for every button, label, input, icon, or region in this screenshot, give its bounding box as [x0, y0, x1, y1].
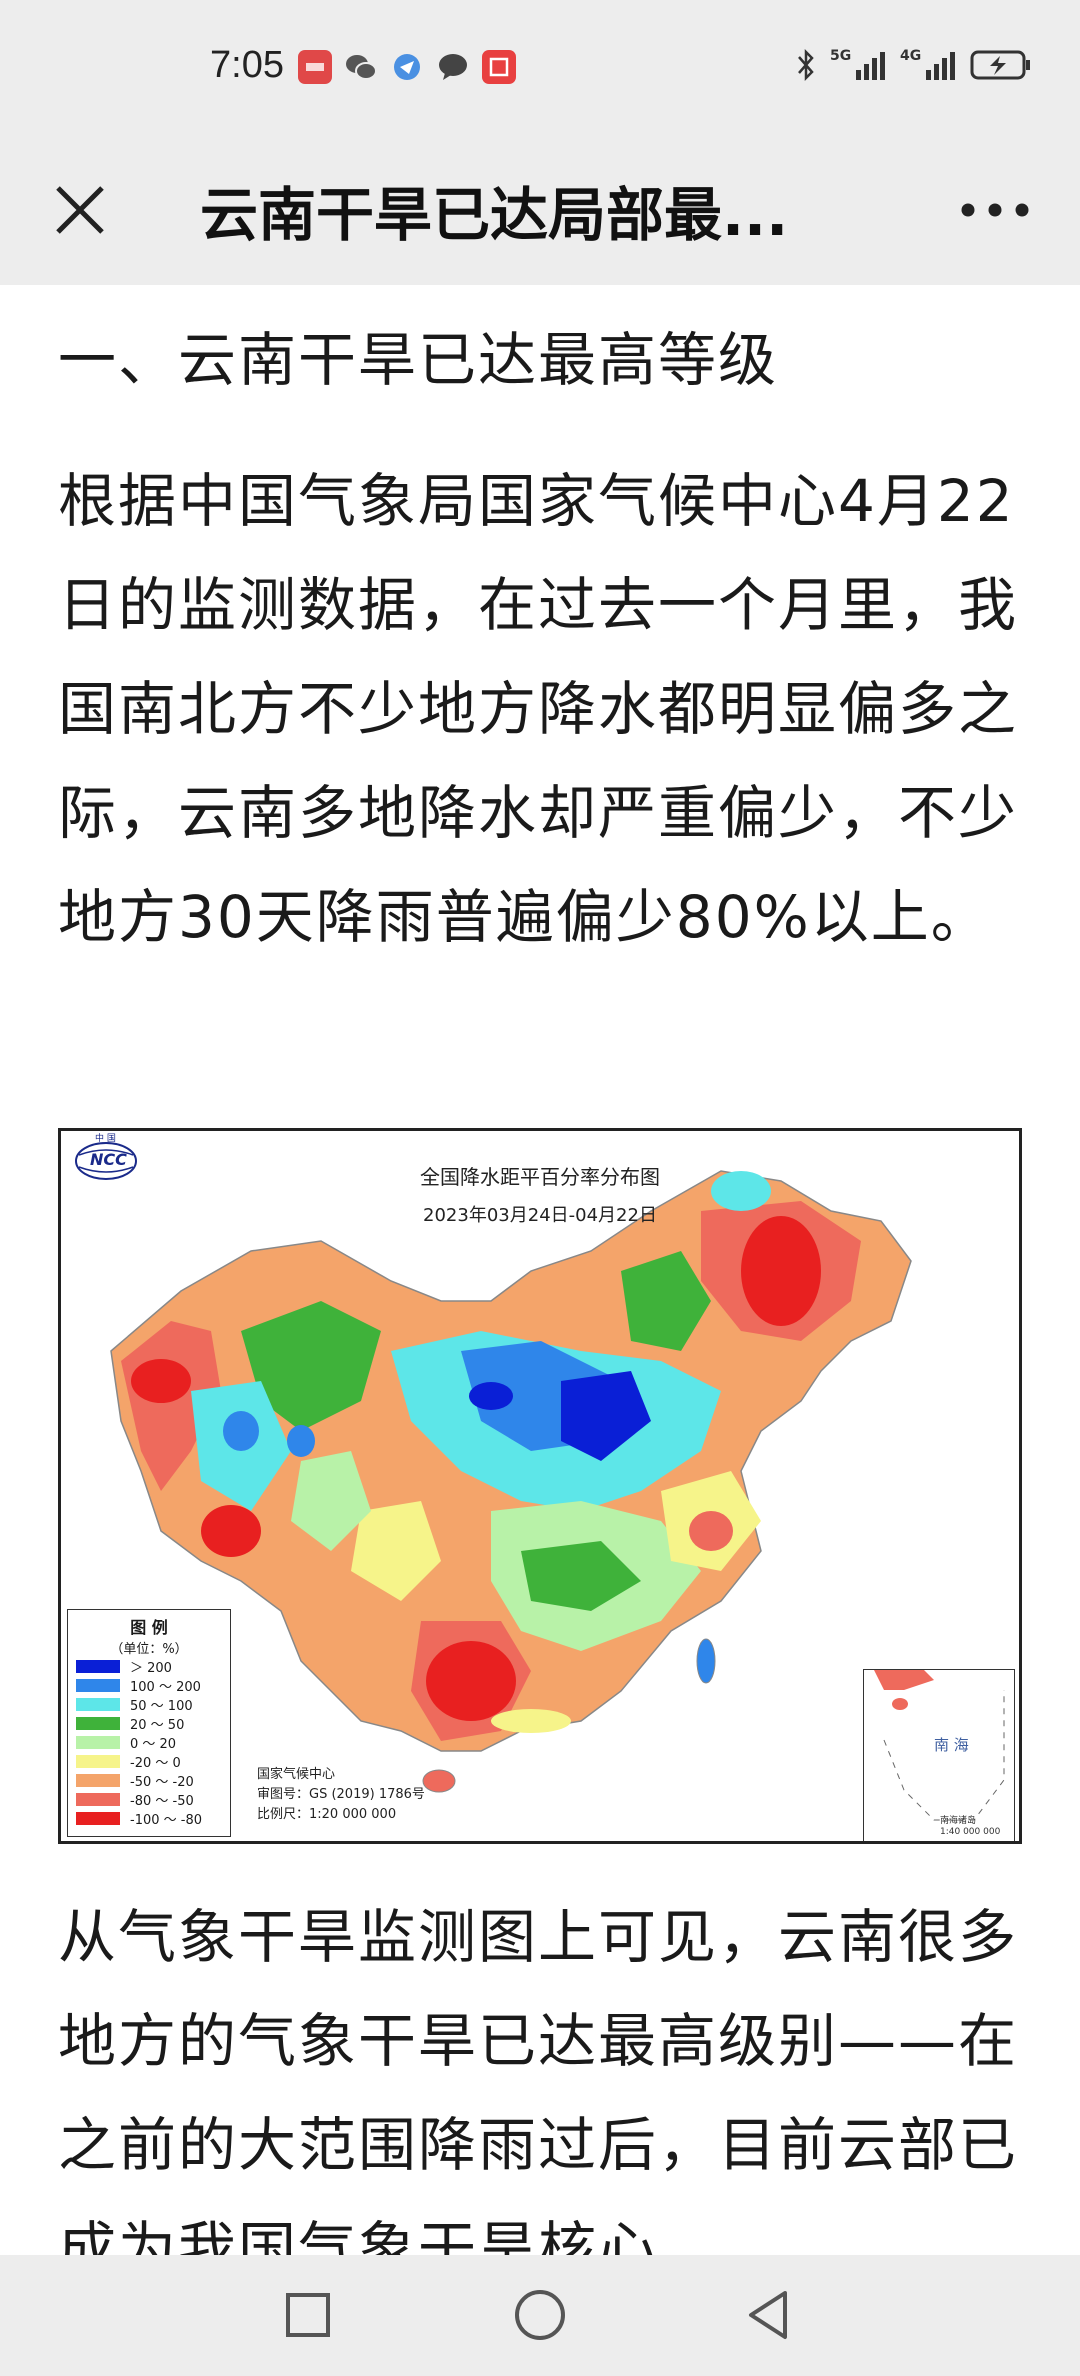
legend-label: 50 ～ 100 [130, 1699, 193, 1714]
legend-swatch [76, 1774, 120, 1787]
legend-label: -80 ～ -50 [130, 1794, 194, 1809]
map-title: 全国降水距平百分率分布图 [420, 1165, 660, 1189]
network-5g-label: 5G [830, 48, 852, 64]
south-china-sea-inset: 南 海 南海诸岛 1:40 000 000 [863, 1669, 1015, 1841]
map-credits: 国家气候中心 审图号：GS (2019) 1786号 比例尺：1:20 000 … [257, 1765, 425, 1825]
message-icon [436, 50, 470, 84]
inset-note: 南海诸岛 1:40 000 000 [940, 1816, 1000, 1838]
bluetooth-icon [798, 48, 814, 82]
credit-org: 国家气候中心 [257, 1767, 336, 1782]
legend-label: 20 ～ 50 [130, 1718, 185, 1733]
signal-4g-icon: 4G [900, 48, 956, 82]
legend-swatch [76, 1717, 120, 1730]
legend-row: -50 ～ -20 [76, 1771, 230, 1790]
legend-row: 100 ～ 200 [76, 1676, 230, 1695]
legend-label: ＞ 200 [130, 1661, 172, 1676]
reader-app-icon [482, 50, 516, 84]
back-triangle-icon [749, 2291, 787, 2339]
huawei-app-icon [298, 50, 332, 84]
browser-icon [390, 50, 424, 84]
status-indicators: 5G 4G [796, 48, 1032, 82]
legend-label: -50 ～ -20 [130, 1775, 194, 1790]
square-icon [286, 2293, 330, 2337]
legend-swatch [76, 1793, 120, 1806]
title-bar: 云南干旱已达局部最... [0, 140, 1080, 285]
article-content[interactable]: 一、云南干旱已达最高等级 根据中国气象局国家气候中心4月22日的监测数据，在过去… [0, 285, 1080, 2255]
more-dots-icon [961, 203, 1029, 217]
legend-label: -100 ～ -80 [130, 1813, 203, 1828]
precipitation-map-image[interactable]: 中 国 NCC 全国降水距平百分率分布图 2023年03月24日-04月22日 … [58, 1128, 1022, 1844]
inset-label: 南 海 [934, 1736, 969, 1754]
network-4g-label: 4G [900, 48, 922, 64]
status-time: 7:05 [210, 44, 284, 86]
article-paragraph-2: 从气象干旱监测图上可见，云南很多地方的气象干旱已达最高级别——在之前的大范围降雨… [58, 1903, 1019, 2255]
legend-swatch [76, 1755, 120, 1768]
legend-swatch [76, 1812, 120, 1825]
legend-title: 图 例 [130, 1618, 168, 1637]
back-button[interactable] [738, 2285, 798, 2345]
wechat-icon [344, 50, 378, 84]
inset-note-title: 南海诸岛 [940, 1816, 977, 1826]
home-button[interactable] [510, 2285, 570, 2345]
legend-row: -80 ～ -50 [76, 1790, 230, 1809]
legend-swatch [76, 1736, 120, 1749]
ncc-logo-top: 中 国 [95, 1134, 116, 1144]
system-navigation-bar [0, 2255, 1080, 2376]
legend-row: 0 ～ 20 [76, 1733, 230, 1752]
legend-swatch [76, 1679, 120, 1692]
legend-row: 20 ～ 50 [76, 1714, 230, 1733]
article-paragraph-1: 根据中国气象局国家气候中心4月22日的监测数据，在过去一个月里，我国南北方不少地… [58, 467, 1019, 951]
more-options-button[interactable] [950, 170, 1040, 250]
ncc-logo: NCC [90, 1150, 127, 1169]
legend-row: 50 ～ 100 [76, 1695, 230, 1714]
legend-label: 100 ～ 200 [130, 1680, 201, 1695]
status-bar: 7:05 5G 4G [0, 0, 1080, 140]
legend-rows: ＞ 200 100 ～ 200 50 ～ 100 20 ～ 50 0 ～ 20 … [68, 1657, 230, 1828]
recent-apps-button[interactable] [278, 2285, 338, 2345]
inset-note-scale: 1:40 000 000 [940, 1827, 1001, 1837]
legend-row: -100 ～ -80 [76, 1809, 230, 1828]
signal-5g-icon: 5G [830, 48, 886, 82]
map-legend: 图 例 （单位：%） ＞ 200 100 ～ 200 50 ～ 100 20 ～… [67, 1609, 231, 1837]
notification-icons [298, 50, 516, 84]
legend-swatch [76, 1698, 120, 1711]
legend-swatch [76, 1660, 120, 1673]
legend-row: -20 ～ 0 [76, 1752, 230, 1771]
page-title: 云南干旱已达局部最... [200, 181, 789, 249]
article-heading: 一、云南干旱已达最高等级 [58, 326, 779, 394]
battery-charging-icon [970, 50, 1030, 80]
inset-map-graphic [874, 1670, 1005, 1821]
circle-icon [515, 2290, 565, 2340]
map-date-range: 2023年03月24日-04月22日 [423, 1205, 657, 1226]
credit-scale: 比例尺：1:20 000 000 [257, 1807, 397, 1822]
legend-label: 0 ～ 20 [130, 1737, 177, 1752]
close-button[interactable] [40, 170, 120, 250]
china-map-graphic [75, 1142, 912, 1793]
legend-unit: （单位：%） [110, 1642, 188, 1657]
legend-row: ＞ 200 [76, 1657, 230, 1676]
credit-review-number: 审图号：GS (2019) 1786号 [257, 1787, 425, 1802]
legend-label: -20 ～ 0 [130, 1756, 181, 1771]
close-icon [56, 186, 104, 234]
